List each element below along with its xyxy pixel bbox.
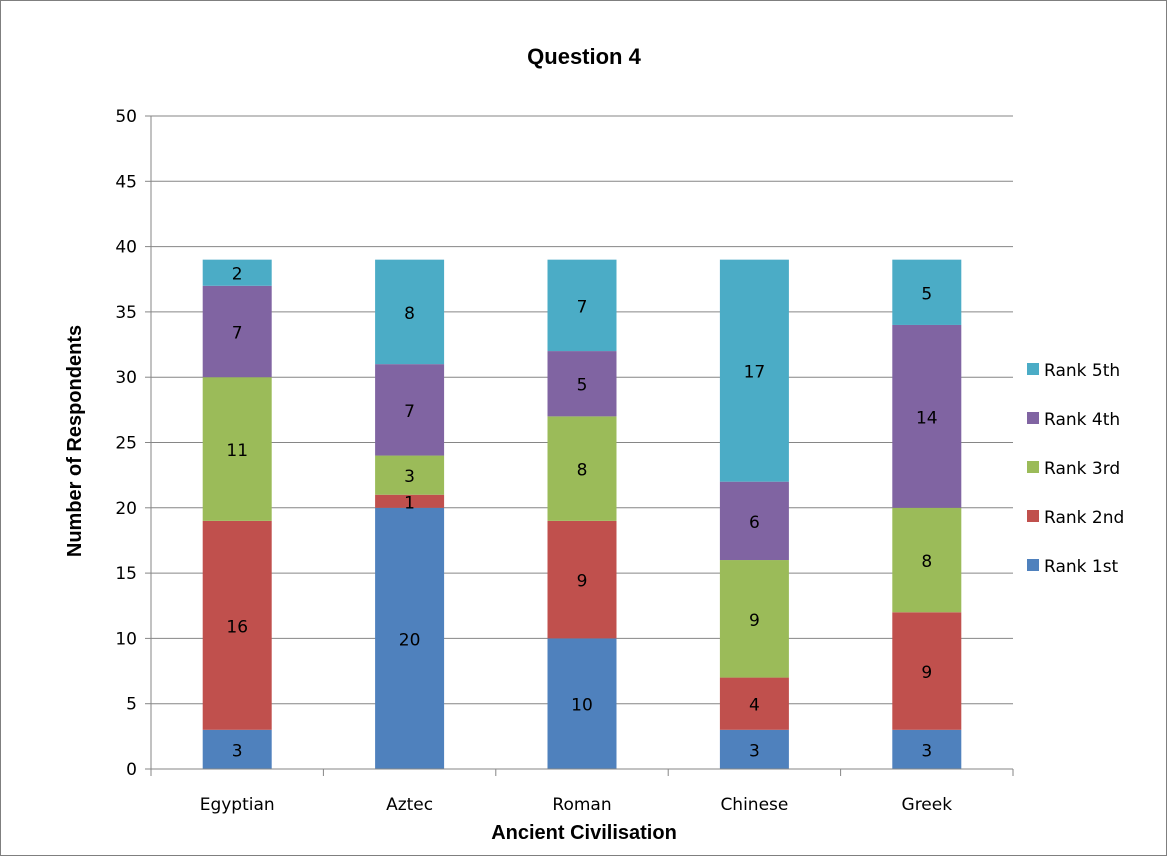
y-tick-label: 40 — [115, 238, 137, 258]
axes — [145, 115, 1014, 776]
bar-segment — [892, 324, 962, 508]
y-tick-label: 20 — [115, 499, 137, 519]
legend-label: Rank 2nd — [1044, 508, 1124, 528]
legend-label: Rank 3rd — [1044, 459, 1120, 479]
data-label: 8 — [404, 304, 415, 324]
data-label: 7 — [232, 323, 243, 343]
bar-segment — [719, 259, 789, 482]
bar-segment — [892, 729, 962, 769]
chart-title: Question 4 — [527, 44, 641, 69]
x-category-labels: Egyptian Aztec Roman Chinese Greek — [200, 795, 953, 815]
bar-segment — [202, 377, 272, 521]
bar-segment — [892, 259, 962, 325]
bar-segment — [719, 481, 789, 561]
data-label: 20 — [399, 630, 421, 650]
legend-label: Rank 1st — [1044, 557, 1119, 577]
x-category-label: Greek — [902, 795, 953, 815]
y-tick-label: 15 — [115, 564, 137, 584]
x-category-label: Roman — [552, 795, 611, 815]
bar-segment — [547, 638, 617, 769]
data-label: 14 — [916, 408, 938, 428]
bar-segment — [202, 259, 272, 286]
data-label: 5 — [577, 376, 588, 396]
y-tick-label: 30 — [115, 368, 137, 388]
y-tick-label: 35 — [115, 303, 137, 323]
data-label: 8 — [577, 461, 588, 481]
data-label: 9 — [921, 663, 932, 683]
data-label: 1 — [404, 493, 415, 513]
data-label: 16 — [226, 617, 248, 637]
y-tick-label: 25 — [115, 434, 137, 454]
data-labels: 3 16 11 7 2 20 1 3 7 8 10 9 8 5 7 3 4 9 6 17 3 9 8 14 5 — [226, 265, 937, 762]
bar-segment — [375, 494, 445, 508]
data-label: 7 — [404, 402, 415, 422]
bar-segment — [547, 259, 617, 352]
bar-segment — [892, 507, 962, 613]
x-category-label: Aztec — [386, 795, 433, 815]
data-label: 3 — [404, 467, 415, 487]
data-label: 9 — [577, 572, 588, 592]
x-axis-title: Ancient Civilisation — [491, 822, 677, 844]
bar-segment — [202, 520, 272, 730]
y-axis-title: Number of Respondents — [64, 325, 86, 557]
legend-swatch — [1027, 412, 1039, 424]
bar-segment — [375, 507, 445, 769]
data-label: 3 — [232, 741, 243, 761]
data-label: 9 — [749, 611, 760, 631]
bar-segment — [547, 520, 617, 639]
legend-label: Rank 4th — [1044, 410, 1120, 430]
legend-swatch — [1027, 510, 1039, 522]
data-label: 11 — [226, 441, 248, 461]
y-tick-label: 0 — [126, 760, 137, 780]
legend-swatch — [1027, 559, 1039, 571]
bar-segment — [547, 351, 617, 417]
bar-segment — [547, 416, 617, 521]
data-label: 8 — [921, 552, 932, 572]
y-tick-labels: 0 5 10 15 20 25 30 35 40 45 50 — [115, 107, 137, 780]
y-tick-label: 10 — [115, 629, 137, 649]
x-category-label: Chinese — [720, 795, 788, 815]
legend-swatch — [1027, 461, 1039, 473]
data-label: 4 — [749, 696, 760, 716]
data-label: 3 — [921, 741, 932, 761]
bar-segment — [892, 612, 962, 730]
data-label: 17 — [744, 363, 766, 383]
bar-segment — [375, 259, 445, 365]
bars — [202, 259, 962, 769]
y-tick-label: 50 — [115, 107, 137, 127]
data-label: 5 — [921, 284, 932, 304]
y-tick-label: 5 — [126, 695, 137, 715]
legend-swatch — [1027, 363, 1039, 375]
y-tick-label: 45 — [115, 172, 137, 192]
bar-segment — [375, 455, 445, 495]
data-label: 2 — [232, 265, 243, 285]
bar-segment — [375, 364, 445, 456]
bar-segment — [202, 729, 272, 769]
data-label: 7 — [577, 297, 588, 317]
data-label: 3 — [749, 741, 760, 761]
legend: Rank 5th Rank 4th Rank 3rd Rank 2nd Rank 1st — [1027, 361, 1124, 577]
bar-segment — [719, 560, 789, 678]
bar-segment — [202, 285, 272, 378]
data-label: 10 — [571, 696, 593, 716]
data-label: 6 — [749, 513, 760, 533]
x-category-label: Egyptian — [200, 795, 275, 815]
legend-label: Rank 5th — [1044, 361, 1120, 381]
bar-segment — [719, 677, 789, 730]
bar-segment — [719, 729, 789, 769]
